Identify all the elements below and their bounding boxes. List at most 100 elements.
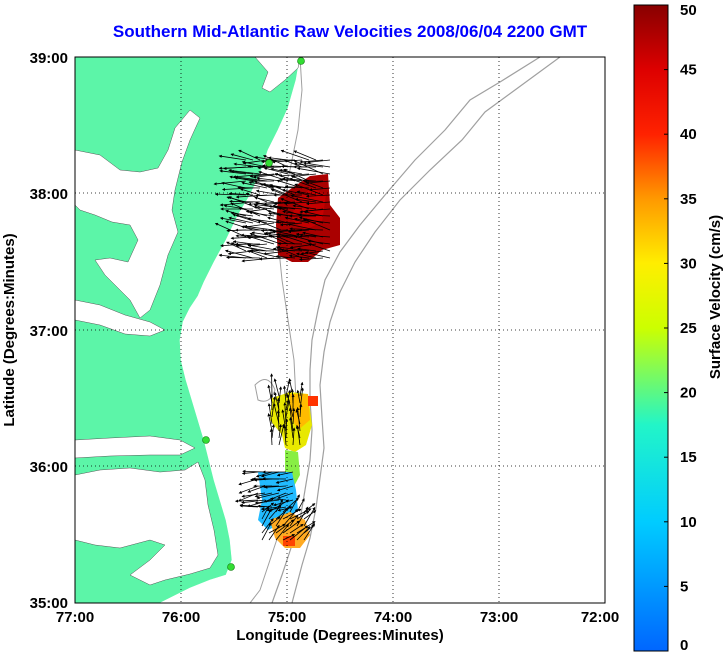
velocity-arrow: [303, 523, 315, 541]
velocity-arrow: [296, 425, 301, 446]
velocity-arrow: [292, 204, 317, 210]
velocity-arrow: [232, 240, 254, 245]
velocity-arrow: [289, 416, 294, 439]
velocity-arrow: [303, 510, 317, 520]
velocity-arrow: [285, 399, 291, 418]
velocity-arrow: [275, 232, 310, 238]
x-tick-label: 74:00: [374, 609, 412, 626]
bathymetry-contour-inner: [271, 57, 541, 603]
velocity-arrow: [275, 498, 283, 513]
velocity-arrow: [288, 254, 310, 259]
y-tick-label: 36:00: [30, 459, 68, 476]
velocity-arrow: [213, 180, 247, 186]
velocity-arrow: [249, 232, 282, 245]
x-tick-label: 72:00: [581, 609, 619, 626]
velocity-arrow: [299, 403, 303, 418]
velocity-arrow: [308, 187, 331, 192]
velocity-arrow: [273, 499, 294, 507]
velocity-arrow: [270, 167, 296, 175]
velocity-arrow: [283, 159, 303, 168]
colorbar-tick-label: 50: [680, 2, 697, 19]
velocity-arrow: [234, 175, 268, 182]
y-tick-label: 37:00: [30, 323, 68, 340]
velocity-arrow: [296, 526, 311, 541]
velocity-arrow: [261, 518, 274, 534]
velocity-arrow: [282, 497, 299, 513]
velocity-arrow: [255, 194, 275, 198]
velocity-arrow: [275, 519, 295, 534]
velocity-region-red-dot: [308, 396, 318, 406]
velocity-arrow: [257, 166, 282, 170]
y-tick-label: 39:00: [30, 50, 68, 67]
velocity-arrow: [285, 418, 289, 439]
velocity-arrow: [268, 516, 281, 527]
colorbar-tick-label: 25: [680, 320, 697, 337]
velocity-arrow: [286, 393, 294, 418]
velocity-arrow: [268, 504, 282, 520]
velocity-arrow: [241, 181, 268, 189]
velocity-arrow: [282, 520, 301, 534]
velocity-arrow: [275, 246, 303, 259]
velocity-arrow: [276, 245, 310, 252]
velocity-arrow: [229, 199, 261, 204]
velocity-arrow: [293, 150, 317, 161]
colorbar-tick-label: 40: [680, 126, 697, 143]
x-tick-label: 76:00: [162, 609, 200, 626]
velocity-arrow: [302, 218, 331, 231]
x-tick-label: 75:00: [268, 609, 306, 626]
velocity-arrow: [230, 153, 254, 161]
velocity-arrow: [304, 251, 331, 259]
velocity-arrow: [296, 190, 317, 196]
velocity-arrow: [241, 492, 266, 498]
x-tick-label: 77:00: [56, 609, 94, 626]
velocity-arrow: [268, 204, 303, 210]
velocity-arrow: [279, 222, 303, 227]
velocity-arrow: [221, 181, 247, 189]
velocity-arrow: [230, 170, 254, 175]
velocity-arrow: [297, 247, 317, 252]
velocity-arrow: [296, 389, 301, 404]
velocity-arrow: [295, 252, 317, 259]
velocity-arrow: [307, 159, 331, 164]
velocity-arrow: [289, 523, 304, 534]
velocity-arrow: [218, 154, 247, 161]
velocity-arrow: [273, 378, 280, 397]
velocity-arrow: [303, 503, 316, 513]
velocity-arrow: [276, 179, 303, 189]
velocity-arrow: [264, 485, 287, 489]
velocity-arrow: [278, 423, 283, 439]
colorbar-tick-label: 0: [680, 637, 688, 654]
y-axis-label: Latitude (Degrees:Minutes): [1, 233, 18, 426]
y-tick-label: 35:00: [30, 595, 68, 612]
velocity-arrow: [303, 161, 331, 168]
velocity-arrow: [254, 492, 273, 498]
velocity-arrow: [308, 243, 331, 252]
velocity-arrow: [277, 241, 303, 246]
velocity-arrow: [283, 424, 287, 446]
velocity-arrow: [277, 492, 294, 499]
velocity-arrow: [280, 149, 310, 161]
velocity-arrow: [263, 167, 289, 175]
colorbar-label: Surface Velocity (cm/s): [707, 215, 724, 379]
x-axis: 77:00 76:00 75:00 74:00 73:00 72:00 Long…: [56, 609, 619, 644]
velocity-arrow: [294, 197, 317, 203]
velocity-arrow: [246, 235, 275, 245]
velocity-arrow: [305, 180, 331, 185]
y-axis: 39:00 38:00 37:00 36:00 35:00 Latitude (…: [1, 50, 68, 612]
velocity-arrow: [293, 162, 324, 168]
velocity-vectors: [213, 149, 331, 541]
velocity-arrow: [307, 239, 331, 245]
velocity-arrow: [276, 471, 294, 477]
velocity-arrow: [303, 506, 316, 527]
velocity-arrow: [305, 201, 331, 206]
velocity-arrow: [282, 534, 296, 541]
velocity-arrow: [263, 250, 289, 256]
station-marker: [265, 159, 273, 167]
y-tick-label: 38:00: [30, 186, 68, 203]
velocity-arrow: [267, 413, 273, 432]
colorbar: 0 5 10 15 20 25 30 35 40 45 50 Surface Velocity (c…: [633, 2, 724, 654]
velocity-arrow: [226, 255, 261, 260]
x-axis-label: Longitude (Degrees:Minutes): [236, 627, 444, 644]
velocity-arrow: [285, 380, 291, 397]
